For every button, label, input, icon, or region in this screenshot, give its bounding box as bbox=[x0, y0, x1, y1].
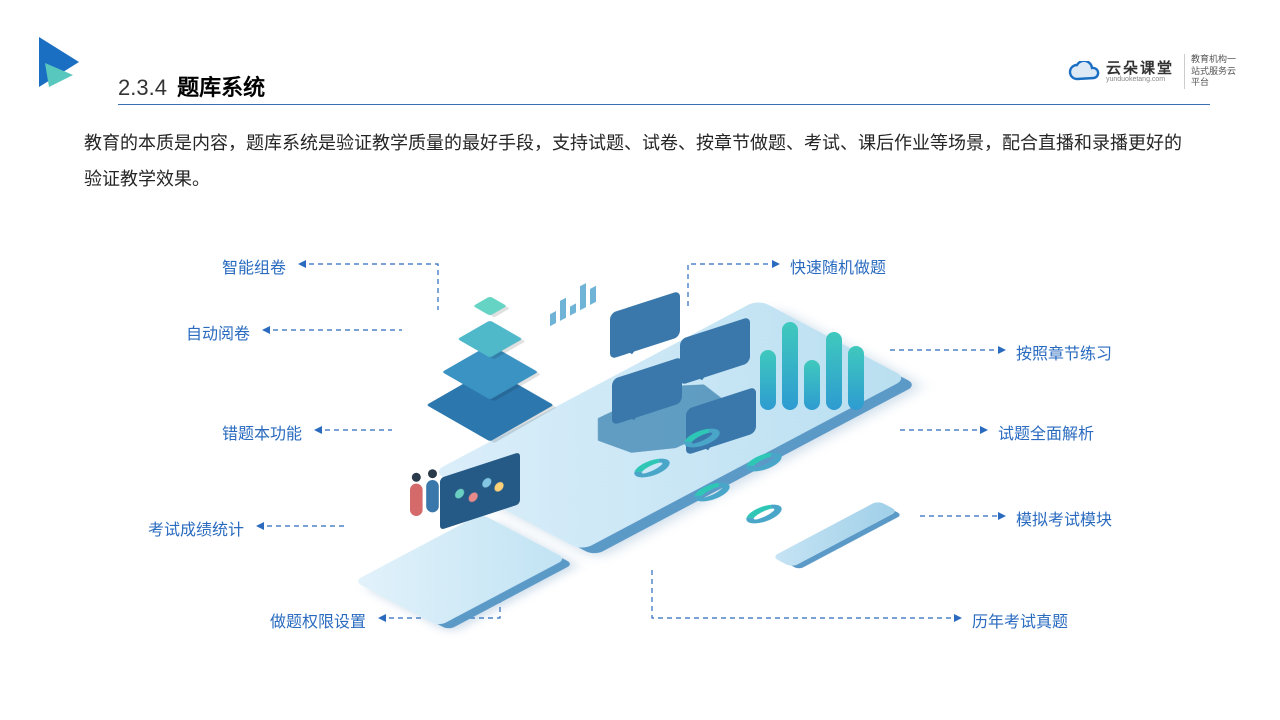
section-title-text: 题库系统 bbox=[177, 75, 265, 100]
play-triangle-icon bbox=[35, 35, 89, 89]
brand-tagline: 教育机构一站式服务云平台 bbox=[1184, 54, 1240, 89]
section-title: 2.3.4 题库系统 bbox=[118, 70, 265, 102]
feature-auto-grade: 自动阅卷 bbox=[186, 320, 250, 344]
intro-text: 教育的本质是内容，题库系统是验证教学质量的最好手段，支持试题、试卷、按章节做题、… bbox=[84, 125, 1196, 197]
feature-past-papers: 历年考试真题 bbox=[972, 608, 1068, 632]
feature-perm-setting: 做题权限设置 bbox=[270, 608, 366, 632]
brand-logo: 云朵课堂 yunduoketang.com 教育机构一站式服务云平台 bbox=[1068, 54, 1240, 89]
title-underline bbox=[118, 104, 1210, 105]
section-number: 2.3.4 bbox=[118, 75, 167, 100]
small-platform bbox=[354, 514, 566, 626]
button-bar-shape bbox=[772, 501, 898, 568]
slide-header: 2.3.4 题库系统 云朵课堂 yunduoketang.com 教育机构一站式… bbox=[0, 30, 1280, 90]
pyramid-chart-icon bbox=[435, 280, 545, 390]
brand-url: yunduoketang.com bbox=[1106, 76, 1174, 83]
isometric-illustration bbox=[380, 250, 940, 630]
feature-chapter-prac: 按照章节练习 bbox=[1016, 340, 1112, 364]
feature-mock-exam: 模拟考试模块 bbox=[1016, 506, 1112, 530]
brand-name: 云朵课堂 bbox=[1106, 61, 1174, 76]
feature-diagram: 智能组卷自动阅卷错题本功能考试成绩统计做题权限设置 快速随机做题按照章节练习试题全… bbox=[0, 210, 1280, 690]
cloud-icon bbox=[1068, 61, 1100, 83]
feature-quick-random: 快速随机做题 bbox=[790, 254, 886, 278]
mini-bar-chart-icon bbox=[550, 278, 596, 326]
donut-chart-icon bbox=[740, 501, 788, 526]
feature-full-analysis: 试题全面解析 bbox=[998, 420, 1094, 444]
feature-score-stats: 考试成绩统计 bbox=[148, 516, 244, 540]
feature-smart-compose: 智能组卷 bbox=[222, 254, 286, 278]
feature-wrong-book: 错题本功能 bbox=[222, 420, 302, 444]
